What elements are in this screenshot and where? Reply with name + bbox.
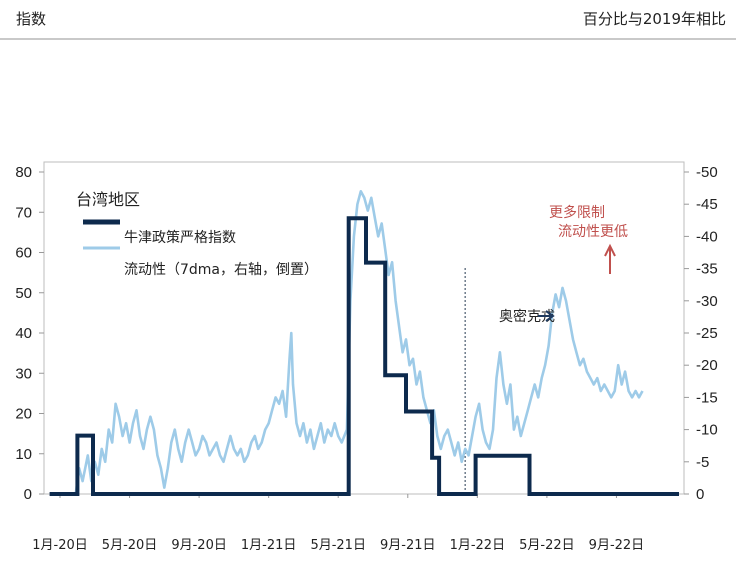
right-tick-label: -20	[696, 357, 718, 374]
left-tick-label: 80	[15, 164, 32, 181]
series-stringency-line	[49, 216, 679, 496]
right-tick-label: -30	[696, 293, 718, 310]
x-axis: 1月-20日 5月-20日 9月-20日 1月-21日 5月-21日 9月-21日 1月-2…	[32, 494, 644, 553]
x-tick-label: 1月-22日	[450, 538, 506, 553]
right-tick-label: 0	[696, 486, 704, 503]
chart-header: 指数 百分比与2019年相比	[0, 0, 736, 40]
restrictions-label-line1: 更多限制	[549, 204, 605, 221]
left-tick-label: 70	[15, 204, 32, 221]
annotation-restrictions: 更多限制 流动性更低	[549, 204, 628, 274]
x-tick-label: 5月-21日	[310, 538, 366, 553]
right-tick-label: -25	[696, 325, 718, 342]
right-tick-label: -50	[696, 164, 718, 181]
right-tick-label: -45	[696, 196, 718, 213]
left-axis: 0 10 20 30 40 50 60 70 80	[15, 164, 44, 503]
x-tick-label: 1月-20日	[32, 538, 88, 553]
left-tick-label: 20	[15, 406, 32, 423]
right-tick-label: -40	[696, 228, 718, 245]
legend-label-stringency: 牛津政策严格指数	[124, 229, 236, 246]
legend-title: 台湾地区	[76, 190, 140, 209]
left-tick-label: 30	[15, 365, 32, 382]
omicron-label: 奥密克戎	[499, 308, 555, 325]
header-divider	[0, 38, 736, 40]
series-mobility-line	[53, 190, 644, 496]
right-axis: 0 -5 -10 -15 -20 -25 -30 -35 -40 -45 -50	[684, 164, 718, 503]
annotation-omicron: 奥密克戎	[499, 308, 555, 325]
x-tick-label: 5月-22日	[519, 538, 575, 553]
plot-frame	[43, 161, 685, 495]
left-tick-label: 50	[15, 285, 32, 302]
x-tick-label: 9月-20日	[171, 538, 227, 553]
right-axis-unit-label: 百分比与2019年相比	[582, 10, 726, 28]
right-tick-label: -5	[696, 454, 709, 471]
restrictions-arrow-icon	[604, 243, 616, 274]
left-tick-label: 40	[15, 325, 32, 342]
x-tick-label: 9月-21日	[380, 538, 436, 553]
left-tick-label: 0	[24, 486, 32, 503]
x-tick-label: 5月-20日	[102, 538, 158, 553]
x-tick-label: 9月-22日	[589, 538, 645, 553]
left-tick-label: 10	[15, 446, 32, 463]
x-tick-label: 1月-21日	[241, 538, 297, 553]
legend: 台湾地区 牛津政策严格指数 流动性（7dma，右轴，倒置）	[76, 190, 318, 278]
legend-label-mobility: 流动性（7dma，右轴，倒置）	[124, 262, 318, 278]
left-axis-unit-label: 指数	[16, 10, 47, 28]
right-tick-label: -15	[696, 389, 718, 406]
left-tick-label: 60	[15, 245, 32, 262]
omicron-arrow-icon	[538, 310, 555, 322]
right-tick-label: -10	[696, 422, 718, 439]
right-tick-label: -35	[696, 261, 718, 278]
restrictions-label-line2: 流动性更低	[558, 224, 628, 240]
